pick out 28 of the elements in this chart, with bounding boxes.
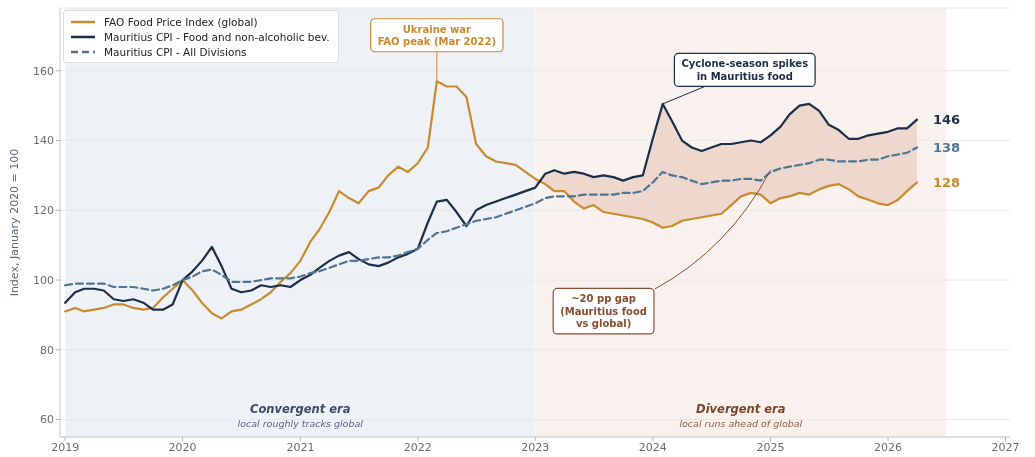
y-tick-label: 140 [33, 134, 54, 148]
legend-label: Mauritius CPI - Food and non-alcoholic bev. [104, 30, 330, 43]
annotation: Cyclone-season spikes in Mauritius food [681, 58, 809, 82]
annotation: ~20 pp gap (Mauritius food vs global) [560, 293, 647, 330]
data-label: 146 [933, 112, 961, 128]
annotation: Ukraine war FAO peak (Mar 2022) [377, 23, 496, 48]
y-tick-label: 120 [33, 204, 54, 218]
legend-label: FAO Food Price Index (global) [104, 15, 258, 28]
x-tick-label: 2021 [286, 440, 315, 454]
line-series [64, 146, 919, 292]
legend-label: Mauritius CPI - All Divisions [104, 45, 247, 58]
x-tick-label: 2023 [521, 440, 550, 454]
band-label: Convergent era local roughly tracks global [237, 402, 364, 429]
y-tick-label: 60 [40, 413, 54, 427]
y-tick-label: 80 [40, 343, 54, 357]
data-label: 128 [933, 174, 961, 190]
data-label: 138 [933, 140, 961, 156]
x-tick-label: 2020 [168, 440, 197, 454]
y-tick-label: 160 [33, 64, 54, 78]
x-tick-label: 2024 [638, 440, 667, 454]
y-tick-label: 100 [33, 273, 54, 287]
x-tick-label: 2025 [756, 440, 785, 454]
y-axis-title: Index, January 2020 = 100 [7, 148, 21, 297]
x-tick-label: 2019 [51, 440, 80, 454]
x-tick-label: 2022 [403, 440, 432, 454]
band-label: Divergent era local runs ahead of global [679, 402, 803, 429]
x-tick-label: 2026 [874, 440, 903, 454]
x-tick-label: 2027 [991, 440, 1020, 454]
